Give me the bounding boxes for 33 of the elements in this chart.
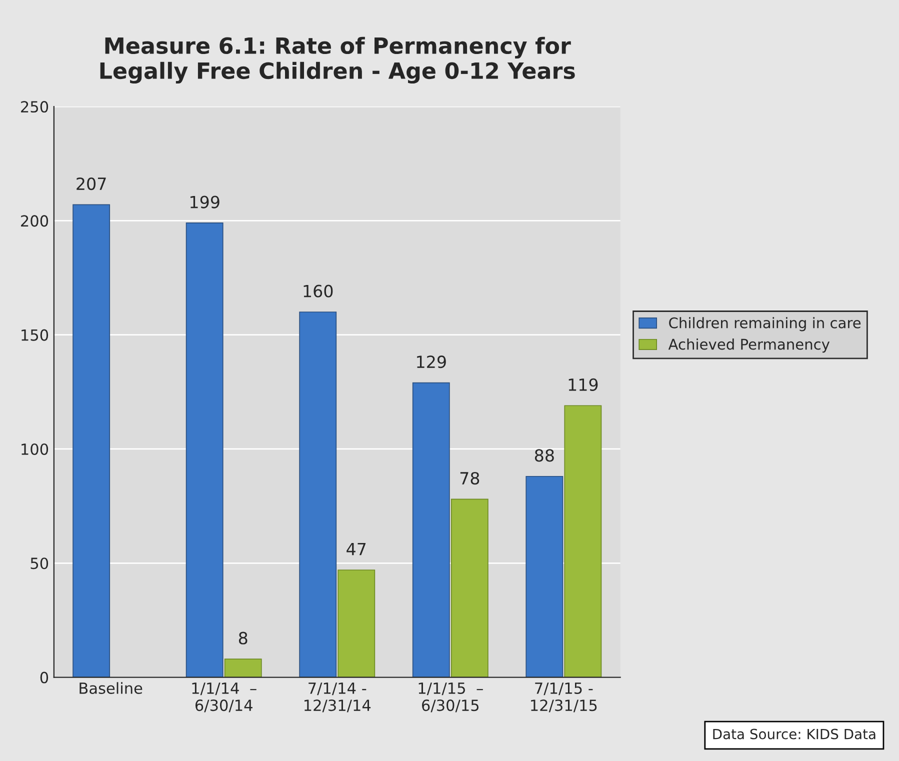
data-label: 129 bbox=[417, 356, 446, 368]
data-label: 207 bbox=[76, 177, 106, 190]
y-tick-label: 100 bbox=[22, 443, 48, 456]
bar bbox=[72, 204, 110, 678]
x-tick-label: 7/1/14 - 12/31/14 bbox=[304, 682, 371, 712]
bar bbox=[450, 498, 488, 678]
legend-label: Achieved Permanency bbox=[668, 338, 830, 353]
data-label: 8 bbox=[238, 632, 248, 644]
y-tick-label: 150 bbox=[22, 329, 48, 341]
y-tick-label: 0 bbox=[40, 672, 48, 684]
chart-title: Measure 6.1: Rate of Permanency for Legally Free Children - Age 0-12 Years bbox=[100, 36, 575, 84]
y-tick-label: 250 bbox=[21, 101, 48, 113]
bar bbox=[526, 476, 564, 678]
data-label: 47 bbox=[346, 542, 366, 556]
x-tick-label: 7/1/15 - 12/31/15 bbox=[531, 682, 597, 712]
bar bbox=[564, 405, 602, 678]
bar bbox=[224, 658, 262, 678]
data-label: 119 bbox=[568, 378, 598, 391]
data-label: 199 bbox=[190, 196, 220, 208]
bar bbox=[338, 570, 376, 678]
source-note: Data Source: KIDS Data bbox=[713, 728, 876, 740]
bar bbox=[186, 222, 224, 678]
data-label: 78 bbox=[460, 472, 480, 485]
data-label: 160 bbox=[304, 284, 333, 298]
legend-label: Children remaining in care bbox=[669, 317, 861, 332]
y-tick-label: 200 bbox=[21, 215, 48, 227]
x-tick-label: 1/1/15 – 6/30/15 bbox=[418, 682, 483, 712]
bar bbox=[299, 312, 337, 678]
x-tick-label: Baseline bbox=[80, 682, 142, 694]
bar bbox=[412, 382, 450, 678]
data-label: 88 bbox=[534, 449, 554, 462]
x-tick-label: 1/1/14 – 6/30/14 bbox=[192, 682, 256, 712]
y-tick-label: 50 bbox=[30, 558, 48, 570]
